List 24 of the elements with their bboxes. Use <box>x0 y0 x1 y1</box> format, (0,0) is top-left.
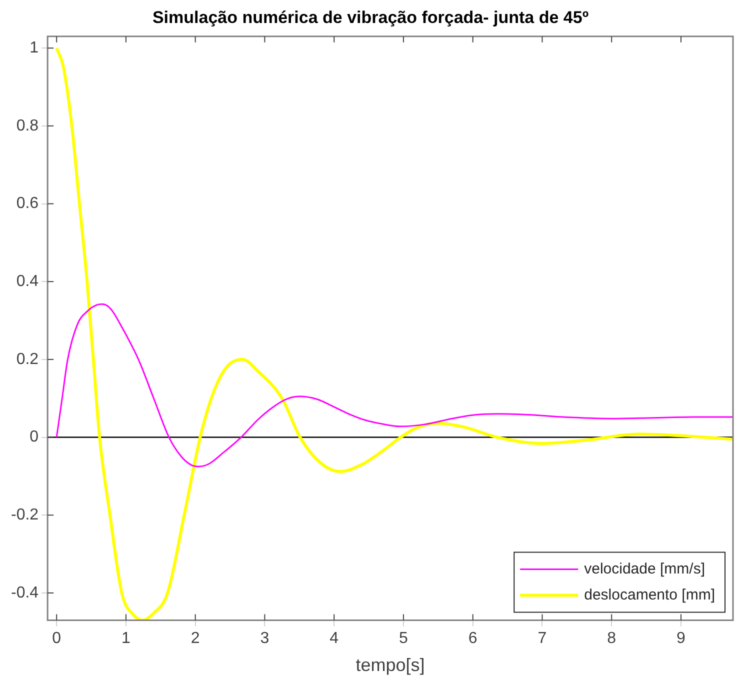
x-tick-label: 8 <box>607 630 616 648</box>
y-tick-label: -0.2 <box>10 506 39 524</box>
y-tick-label: 0.2 <box>16 350 39 368</box>
x-tick-label: 4 <box>330 630 339 648</box>
legend-label: deslocamento [mm] <box>584 586 716 604</box>
legend-label: velocidade [mm/s] <box>584 560 706 578</box>
x-tick-label: 3 <box>260 630 270 648</box>
x-tick-label: 1 <box>122 630 131 648</box>
y-tick-label: 0 <box>30 428 39 446</box>
line-series <box>56 303 733 468</box>
x-tick-label: 9 <box>676 630 686 648</box>
y-tick-label: -0.4 <box>10 584 39 602</box>
y-tick-label: 0.8 <box>16 117 39 134</box>
x-axis-title: tempo[s] <box>356 655 425 676</box>
y-tick-label: 1 <box>30 39 39 56</box>
x-tick-label: 7 <box>538 630 547 648</box>
x-tick-label: 5 <box>399 630 408 648</box>
x-tick-label: 2 <box>190 630 200 648</box>
x-tick-label: 0 <box>52 630 62 648</box>
x-tick-label: 6 <box>468 630 478 648</box>
y-tick-label: 0.6 <box>16 195 39 212</box>
chart-title: Simulação numérica de vibração forçada- junta de 45º <box>152 8 589 27</box>
y-tick-label: 0.4 <box>16 273 39 290</box>
line-series <box>55 46 733 620</box>
